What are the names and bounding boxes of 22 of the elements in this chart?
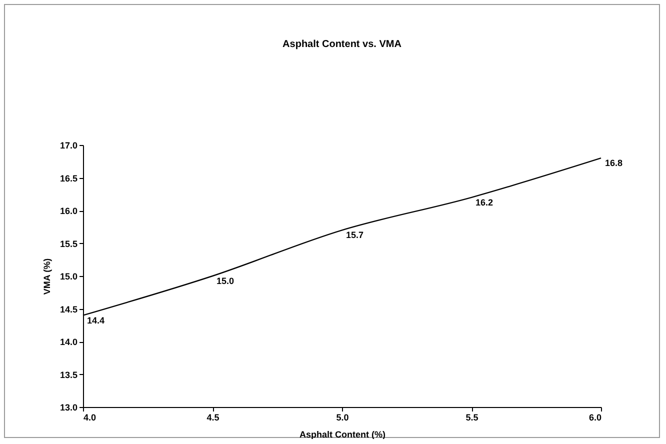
data-label: 16.2 [476,197,494,208]
x-tick-label: 5.0 [336,412,349,422]
y-tick-label: 14.5 [60,304,78,314]
x-tick-label: 5.5 [466,412,478,422]
x-tick-label: 4.0 [84,412,96,422]
chart-title: Asphalt Content vs. VMA [282,39,402,50]
y-tick-label: 17.0 [60,140,78,150]
x-axis-title: Asphalt Content (%) [300,430,386,440]
x-tick-label: 4.5 [206,412,220,422]
x-tick-label: 6.0 [588,412,602,422]
y-tick-label: 15.5 [60,238,78,249]
y-tick-label: 16.0 [60,206,78,216]
y-tick-label: 13.0 [60,402,78,412]
y-tick-label: 13.5 [60,370,78,380]
y-tick-label: 14.0 [60,337,78,347]
data-label: 15.7 [346,230,364,240]
data-label: 15.0 [216,276,234,286]
y-axis-title: VMA (%) [42,258,52,295]
y-tick-label: 16.5 [60,173,78,184]
data-label: 16.8 [605,158,623,168]
data-label: 14.4 [87,315,105,326]
y-tick-label: 15.0 [60,272,78,282]
